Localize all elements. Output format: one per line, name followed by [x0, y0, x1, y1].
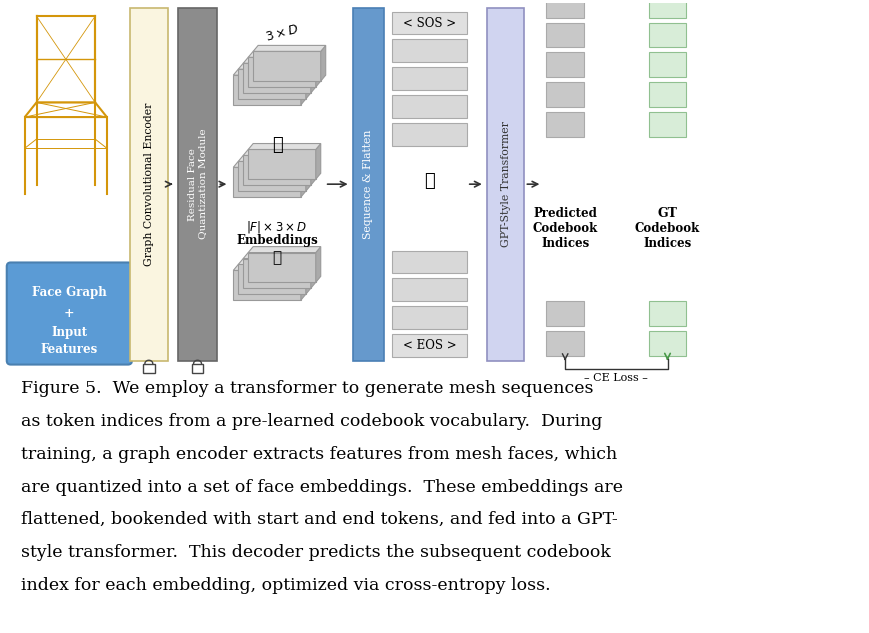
Bar: [546, 112, 583, 137]
Text: as token indices from a pre-learned codebook vocabulary.  During: as token indices from a pre-learned code…: [21, 413, 601, 430]
Text: are quantized into a set of face embeddings.  These embeddings are: are quantized into a set of face embeddi…: [21, 479, 622, 496]
Text: Indices: Indices: [541, 237, 588, 250]
Bar: [352, 8, 384, 361]
Polygon shape: [301, 161, 306, 197]
Text: training, a graph encoder extracts features from mesh faces, which: training, a graph encoder extracts featu…: [21, 446, 616, 463]
Text: ⋮: ⋮: [424, 172, 434, 190]
Polygon shape: [321, 46, 325, 81]
Bar: [648, 301, 686, 326]
Text: +: +: [64, 307, 75, 320]
Polygon shape: [306, 156, 310, 191]
Polygon shape: [301, 69, 306, 105]
Bar: [392, 11, 467, 34]
Text: style transformer.  This decoder predicts the subsequent codebook: style transformer. This decoder predicts…: [21, 544, 610, 561]
Text: < EOS >: < EOS >: [402, 339, 456, 352]
Bar: [546, 301, 583, 326]
Polygon shape: [238, 258, 310, 265]
Bar: [648, 53, 686, 77]
Text: Residual Face
Quantization Module: Residual Face Quantization Module: [188, 129, 207, 239]
Bar: [546, 331, 583, 356]
Polygon shape: [248, 247, 321, 253]
Text: Indices: Indices: [643, 237, 691, 250]
Bar: [248, 253, 315, 282]
Text: Input: Input: [51, 326, 87, 339]
Bar: [392, 334, 467, 356]
Bar: [392, 67, 467, 90]
Bar: [191, 363, 203, 372]
Bar: [392, 39, 467, 62]
Bar: [546, 0, 583, 18]
Bar: [392, 95, 467, 118]
Polygon shape: [238, 156, 310, 161]
Text: GT: GT: [657, 208, 677, 220]
Text: Codebook: Codebook: [634, 222, 700, 235]
Bar: [233, 75, 301, 105]
Polygon shape: [253, 46, 325, 51]
Polygon shape: [301, 265, 306, 300]
Bar: [238, 265, 306, 294]
Text: Embeddings: Embeddings: [235, 234, 317, 247]
Text: ⋮: ⋮: [271, 135, 282, 154]
Bar: [648, 82, 686, 107]
Text: Graph Convolutional Encoder: Graph Convolutional Encoder: [143, 103, 154, 266]
Bar: [392, 279, 467, 301]
Bar: [233, 167, 301, 197]
Polygon shape: [238, 63, 310, 69]
Bar: [243, 63, 310, 93]
Bar: [177, 8, 217, 361]
Polygon shape: [315, 144, 321, 179]
Bar: [233, 270, 301, 300]
Bar: [253, 51, 321, 81]
Bar: [648, 0, 686, 18]
Polygon shape: [315, 247, 321, 282]
Bar: [392, 123, 467, 146]
Bar: [243, 258, 310, 288]
Bar: [248, 149, 315, 179]
Text: Codebook: Codebook: [532, 222, 597, 235]
Text: < SOS >: < SOS >: [402, 16, 455, 30]
Polygon shape: [248, 51, 321, 58]
Polygon shape: [248, 144, 321, 149]
Bar: [392, 306, 467, 329]
Bar: [392, 251, 467, 273]
Text: Figure 5.  We employ a transformer to generate mesh sequences: Figure 5. We employ a transformer to gen…: [21, 380, 593, 398]
Polygon shape: [243, 253, 315, 258]
Polygon shape: [243, 58, 315, 63]
Bar: [143, 363, 155, 372]
Polygon shape: [310, 253, 315, 288]
Bar: [546, 23, 583, 47]
Polygon shape: [233, 161, 306, 167]
Bar: [648, 23, 686, 47]
Text: GPT-Style Transformer: GPT-Style Transformer: [500, 122, 510, 247]
Bar: [546, 82, 583, 107]
Bar: [129, 8, 168, 361]
Bar: [248, 58, 315, 87]
Text: $|F|\times 3\times D$: $|F|\times 3\times D$: [246, 219, 308, 235]
Polygon shape: [243, 149, 315, 156]
Text: $3\times D$: $3\times D$: [263, 23, 300, 44]
Text: index for each embedding, optimized via cross-entropy loss.: index for each embedding, optimized via …: [21, 577, 550, 594]
Polygon shape: [306, 258, 310, 294]
Text: Predicted: Predicted: [533, 208, 596, 220]
Bar: [238, 69, 306, 99]
Bar: [486, 8, 524, 361]
Bar: [238, 161, 306, 191]
Text: – CE Loss –: – CE Loss –: [584, 373, 647, 384]
Bar: [648, 112, 686, 137]
Text: ⋮: ⋮: [272, 251, 282, 265]
Polygon shape: [233, 69, 306, 75]
Bar: [648, 331, 686, 356]
Bar: [546, 53, 583, 77]
Polygon shape: [310, 149, 315, 185]
Text: Sequence & Flatten: Sequence & Flatten: [363, 130, 373, 239]
Text: Features: Features: [41, 343, 98, 356]
Text: flattened, bookended with start and end tokens, and fed into a GPT-: flattened, bookended with start and end …: [21, 511, 617, 529]
FancyBboxPatch shape: [7, 263, 132, 365]
Polygon shape: [306, 63, 310, 99]
Polygon shape: [315, 51, 321, 87]
Polygon shape: [233, 265, 306, 270]
Bar: [243, 156, 310, 185]
Text: Face Graph: Face Graph: [32, 286, 107, 299]
Polygon shape: [310, 58, 315, 93]
